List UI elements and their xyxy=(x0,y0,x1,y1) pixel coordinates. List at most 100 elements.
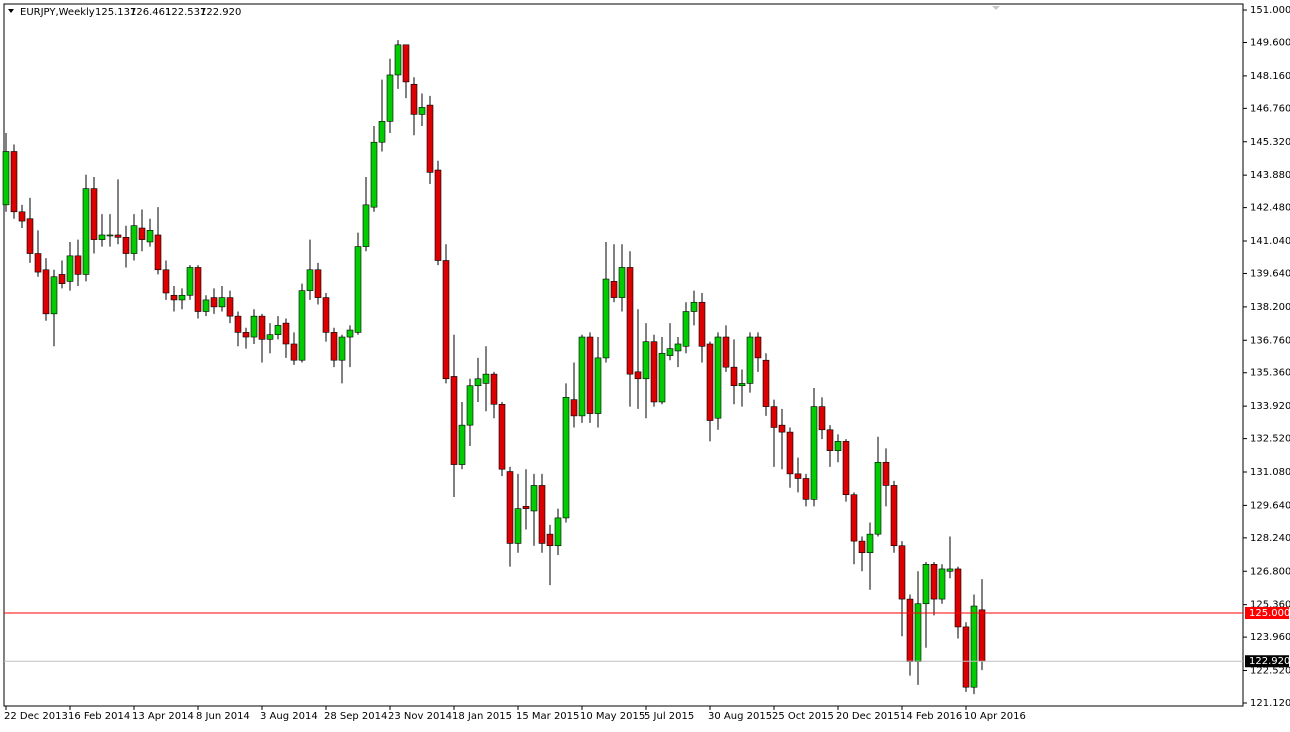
x-tick-label: 25 Oct 2015 xyxy=(772,711,834,722)
candle-body xyxy=(530,485,538,512)
candle-body xyxy=(498,403,506,470)
x-tick-label: 10 Apr 2016 xyxy=(964,711,1026,722)
header-value: 126.461 xyxy=(130,7,171,18)
candle-body xyxy=(186,267,194,296)
y-tick-label: 138.200 xyxy=(1250,302,1290,313)
candle-body xyxy=(938,568,946,600)
candle-body xyxy=(346,329,354,338)
candle-body xyxy=(298,290,306,361)
header-value: 125.137 xyxy=(95,7,136,18)
candle-body xyxy=(162,269,170,294)
candle-body xyxy=(434,169,442,261)
candle-body xyxy=(10,151,18,213)
candle-body xyxy=(226,297,234,317)
candle-body xyxy=(82,188,90,275)
y-tick-label: 146.760 xyxy=(1250,103,1290,114)
candle-body xyxy=(210,297,218,308)
candle-body xyxy=(474,378,482,387)
candle-body xyxy=(642,341,650,380)
y-tick-label: 139.640 xyxy=(1250,268,1290,279)
y-tick-label: 149.600 xyxy=(1250,37,1290,48)
candle-body xyxy=(490,373,498,405)
candle-body xyxy=(906,598,914,663)
candle-body xyxy=(826,429,834,451)
x-tick-label: 13 Apr 2014 xyxy=(132,711,194,722)
y-tick-label: 131.080 xyxy=(1250,467,1290,478)
candle-body xyxy=(106,234,114,237)
y-tick-label: 132.520 xyxy=(1250,434,1290,445)
shift-marker xyxy=(992,6,1000,10)
candle-body xyxy=(834,441,842,451)
candle-body xyxy=(482,373,490,384)
candle-body xyxy=(194,267,202,312)
candle-body xyxy=(714,336,722,419)
candle-body xyxy=(386,74,394,122)
candle-body xyxy=(418,107,426,115)
candle-body xyxy=(458,424,466,465)
candle-body xyxy=(426,104,434,173)
candle-body xyxy=(682,311,690,347)
x-tick-label: 8 Jun 2014 xyxy=(196,711,250,722)
candle-body xyxy=(50,276,58,315)
candle-body xyxy=(410,83,418,115)
candle-body xyxy=(74,255,82,275)
y-tick-label: 142.480 xyxy=(1250,203,1290,214)
y-tick-label: 126.800 xyxy=(1250,566,1290,577)
candle-body xyxy=(42,269,50,315)
x-tick-label: 10 May 2015 xyxy=(580,711,645,722)
candle-body xyxy=(690,301,698,312)
candle-body xyxy=(202,299,210,312)
candle-body xyxy=(626,267,634,375)
candle-body xyxy=(634,371,642,380)
candle-body xyxy=(978,609,986,662)
candle-body xyxy=(666,348,674,356)
candle-body xyxy=(546,533,554,547)
candle-body xyxy=(146,230,154,243)
y-tick-label: 121.120 xyxy=(1250,698,1290,709)
candle-body xyxy=(778,424,786,433)
candle-body xyxy=(866,533,874,554)
candle-body xyxy=(122,237,130,254)
candle-body xyxy=(786,431,794,475)
candle-body xyxy=(322,297,330,333)
candle-body xyxy=(290,343,298,361)
candle-body xyxy=(18,211,26,222)
candle-body xyxy=(330,332,338,361)
candle-body xyxy=(466,385,474,426)
candle-body xyxy=(722,336,730,368)
chart-title: EURJPY,Weekly xyxy=(20,7,95,18)
candle-body xyxy=(314,269,322,298)
candle-body xyxy=(970,605,978,688)
candle-body xyxy=(258,315,266,340)
candle-body xyxy=(738,383,746,387)
y-tick-label: 151.000 xyxy=(1250,5,1290,16)
candle-body xyxy=(586,336,594,414)
candle-body xyxy=(858,540,866,554)
candle-body xyxy=(370,141,378,208)
x-tick-label: 5 Jul 2015 xyxy=(644,711,694,722)
candle-body xyxy=(618,267,626,298)
candle-body xyxy=(930,564,938,600)
candle-body xyxy=(794,473,802,479)
candle-body xyxy=(242,332,250,338)
y-tick-label: 128.240 xyxy=(1250,533,1290,544)
candle-body xyxy=(562,397,570,519)
price-tag-label: 125.000 xyxy=(1249,608,1290,619)
candle-body xyxy=(730,366,738,387)
candle-body xyxy=(394,44,402,76)
plot-frame xyxy=(3,3,1244,707)
candle-body xyxy=(250,315,258,338)
candle-body xyxy=(362,204,370,247)
candle-body xyxy=(746,336,754,384)
candle-body xyxy=(514,508,522,544)
candle-body xyxy=(842,441,850,496)
candle-body xyxy=(282,322,290,345)
x-tick-label: 23 Nov 2014 xyxy=(388,711,452,722)
candle-body xyxy=(810,406,818,500)
candle-body xyxy=(442,260,450,380)
candle-body xyxy=(522,506,530,509)
x-tick-label: 18 Jan 2015 xyxy=(452,711,512,722)
y-tick-label: 148.160 xyxy=(1250,71,1290,82)
